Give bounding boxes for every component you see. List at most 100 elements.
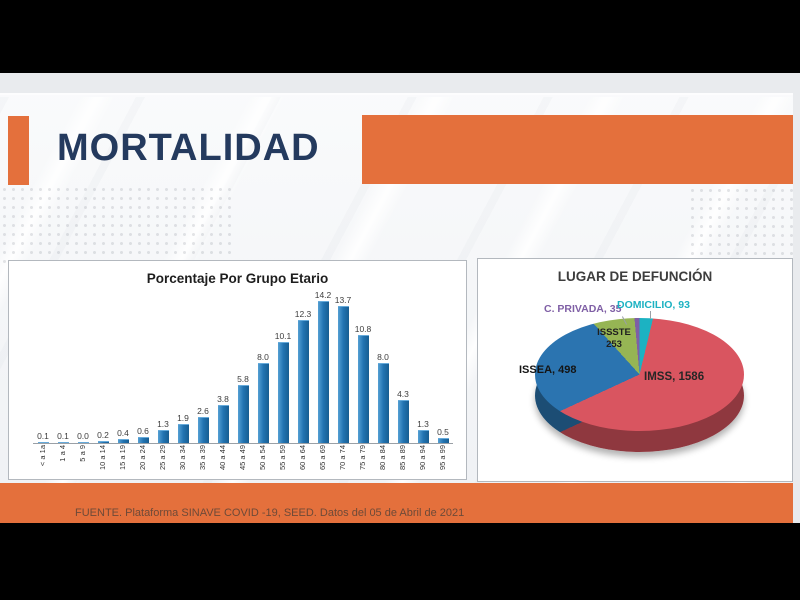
bar <box>197 417 209 443</box>
pie-label-c-privada: C. PRIVADA, 35 <box>544 303 622 315</box>
bar-x-tick-label: < a 1a <box>38 445 48 467</box>
bar-value-label: 0.6 <box>137 426 149 436</box>
bar-value-label: 0.0 <box>77 431 89 441</box>
pie-label-issste-name: ISSSTE <box>597 327 631 338</box>
pie-chart-panel: LUGAR DE DEFUNCIÓN C. PRIVADA, 35 DOMICI… <box>477 258 793 482</box>
bar-value-label: 10.1 <box>274 331 292 341</box>
bar <box>437 438 449 443</box>
bar <box>117 439 129 443</box>
bar-x-tick-label: 20 a 24 <box>138 445 148 471</box>
pie-label-imss: IMSS, 1586 <box>644 371 705 383</box>
presentation-slide: MORTALIDAD Porcentaje Por Grupo Etario 0… <box>0 73 800 523</box>
bar-plot: 0.1 0.1 0.0 0.2 0.4 0.6 1.3 1.9 2.6 3.8 5.8 8.0 10.1… <box>33 290 453 444</box>
bar-value-label: 1.3 <box>417 419 429 429</box>
bar <box>397 400 409 443</box>
bar-column: 12.3 <box>293 309 313 443</box>
bar-xlabels: < a 1a 1 a 4 5 a 9 10 a 14 15 a 19 20 a 24 25 … <box>33 445 453 476</box>
bar-column: 10.8 <box>353 324 373 443</box>
bar <box>337 306 349 443</box>
bar-value-label: 10.8 <box>354 324 372 334</box>
bar-column: 5.8 <box>233 374 253 443</box>
bar-x-tick-label: 95 a 99 <box>438 445 448 471</box>
bar <box>277 342 289 443</box>
bar-value-label: 14.2 <box>314 290 332 300</box>
pie-label-issste-value: 253 <box>606 338 622 350</box>
bar-x-tick-label: 25 a 29 <box>158 445 168 471</box>
bar-x-tick-label: 15 a 19 <box>118 445 128 471</box>
bar <box>257 363 269 443</box>
bar-x-tick-label: 85 a 89 <box>398 445 408 471</box>
bar <box>237 385 249 443</box>
bar-x-tick-label: 10 a 14 <box>98 445 108 471</box>
bar-x-tick-label: 60 a 64 <box>298 445 308 471</box>
slide-top-strip <box>0 73 800 95</box>
bar <box>317 301 329 443</box>
bar-x-tick-label: 65 a 69 <box>318 445 328 471</box>
slide-right-margin <box>793 73 800 523</box>
bar <box>177 424 189 443</box>
bar-x-tick-label: 75 a 79 <box>358 445 368 471</box>
bar <box>57 442 69 443</box>
bar-column: 0.2 <box>93 430 113 443</box>
bar-x-tick-label: 45 a 49 <box>238 445 248 471</box>
bar-value-label: 0.4 <box>117 428 129 438</box>
pie-chart-title: LUGAR DE DEFUNCIÓN <box>557 269 713 284</box>
bar-x-tick-label: 80 a 84 <box>378 445 388 471</box>
pie-label-issea: ISSEA, 498 <box>519 364 577 376</box>
bar <box>157 430 169 443</box>
bar-column: 8.0 <box>253 352 273 443</box>
bar-column: 4.3 <box>393 389 413 443</box>
orange-header-band <box>362 115 793 184</box>
page-title: MORTALIDAD <box>57 127 320 169</box>
bar-column: 13.7 <box>333 295 353 443</box>
bar-value-label: 0.1 <box>37 431 49 441</box>
bar-column: 3.8 <box>213 394 233 443</box>
bar-column: 10.1 <box>273 331 293 443</box>
bar-x-tick-label: 1 a 4 <box>58 445 68 462</box>
bar-column: 1.3 <box>413 419 433 443</box>
bar-chart-panel: Porcentaje Por Grupo Etario 0.1 0.1 0.0 0.2… <box>8 260 467 480</box>
bar-value-label: 8.0 <box>257 352 269 362</box>
bar-column: 0.1 <box>53 431 73 443</box>
bar-value-label: 1.9 <box>177 413 189 423</box>
bar-value-label: 5.8 <box>237 374 249 384</box>
bar <box>137 437 149 443</box>
bar <box>37 442 49 443</box>
bar-value-label: 0.2 <box>97 430 109 440</box>
bar <box>297 320 309 443</box>
bar-x-tick-label: 50 a 54 <box>258 445 268 471</box>
bar-value-label: 2.6 <box>197 406 209 416</box>
bar-value-label: 8.0 <box>377 352 389 362</box>
bar <box>357 335 369 443</box>
bar-column: 8.0 <box>373 352 393 443</box>
bar-value-label: 4.3 <box>397 389 409 399</box>
bar-x-tick-label: 40 a 44 <box>218 445 228 471</box>
bar-column: 0.5 <box>433 427 453 443</box>
bar-column: 1.3 <box>153 419 173 443</box>
pie-label-issste: ISSSTE 253 <box>581 327 647 351</box>
halftone-dots-left-decoration <box>0 185 235 263</box>
letterbox-top <box>0 0 800 73</box>
bar-x-tick-label: 35 a 39 <box>198 445 208 471</box>
bar-value-label: 0.1 <box>57 431 69 441</box>
bar <box>77 442 89 443</box>
orange-footer-band: FUENTE. Plataforma SINAVE COVID -19, SEE… <box>0 483 793 523</box>
bar <box>377 363 389 443</box>
bar-column: 0.6 <box>133 426 153 443</box>
bar-chart-title: Porcentaje Por Grupo Etario <box>146 271 329 286</box>
bar-x-tick-label: 70 a 74 <box>338 445 348 471</box>
bar-value-label: 1.3 <box>157 419 169 429</box>
callout-leader-line <box>650 311 651 319</box>
bar-value-label: 0.5 <box>437 427 449 437</box>
bar-x-tick-label: 90 a 94 <box>418 445 428 471</box>
bar-column: 2.6 <box>193 406 213 443</box>
source-footnote: FUENTE. Plataforma SINAVE COVID -19, SEE… <box>75 507 465 519</box>
bar-value-label: 12.3 <box>294 309 312 319</box>
bar-column: 0.0 <box>73 431 93 443</box>
bar-x-tick-label: 5 a 9 <box>78 445 88 462</box>
bar <box>217 405 229 443</box>
bar <box>97 441 109 443</box>
bar-column: 1.9 <box>173 413 193 443</box>
bar-x-tick-label: 55 a 59 <box>278 445 288 471</box>
bar-column: 0.1 <box>33 431 53 443</box>
